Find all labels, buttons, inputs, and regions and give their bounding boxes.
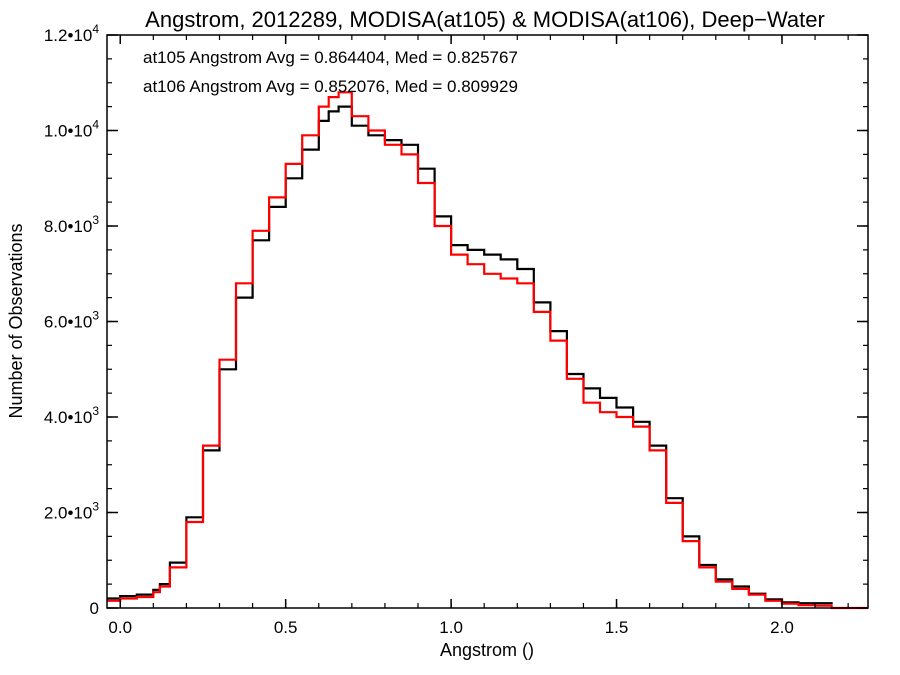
annotation-at106: at106 Angstrom Avg = 0.852076, Med = 0.8… <box>143 77 518 96</box>
y-tick-label: 1.0•104 <box>44 118 100 141</box>
y-axis-label: Number of Observations <box>6 223 26 418</box>
y-tick-label: 2.0•103 <box>44 500 100 523</box>
x-tick-label: 1.0 <box>439 618 463 637</box>
series-group <box>107 91 868 610</box>
y-tick-label: 4.0•103 <box>44 404 100 427</box>
y-tick-label: 1.2•104 <box>44 22 100 45</box>
annotations: at105 Angstrom Avg = 0.864404, Med = 0.8… <box>143 48 518 96</box>
y-tick-label: 6.0•103 <box>44 309 100 332</box>
y-tick-label: 8.0•103 <box>44 213 100 236</box>
x-tick-label: 2.0 <box>770 618 794 637</box>
y-tick-label: 0 <box>90 599 99 618</box>
x-tick-label: 0.0 <box>108 618 132 637</box>
x-tick-label: 1.5 <box>605 618 629 637</box>
annotation-at105: at105 Angstrom Avg = 0.864404, Med = 0.8… <box>143 48 518 67</box>
x-tick-label: 0.5 <box>274 618 298 637</box>
axis-ticks: 0.0 0.5 1.0 1.5 2.0 0 2.0•103 4.0•103 6.0•103 8.0… <box>44 22 868 637</box>
chart-title: Angstrom, 2012289, MODISA(at105) & MODIS… <box>145 7 825 32</box>
series-line-1 <box>107 91 868 610</box>
plot-frame <box>106 34 869 609</box>
series-line-0 <box>107 105 833 605</box>
plot-area: 0.0 0.5 1.0 1.5 2.0 0 2.0•103 4.0•103 6.0•103 8.0… <box>44 22 869 637</box>
x-axis-label: Angstrom () <box>440 640 534 660</box>
